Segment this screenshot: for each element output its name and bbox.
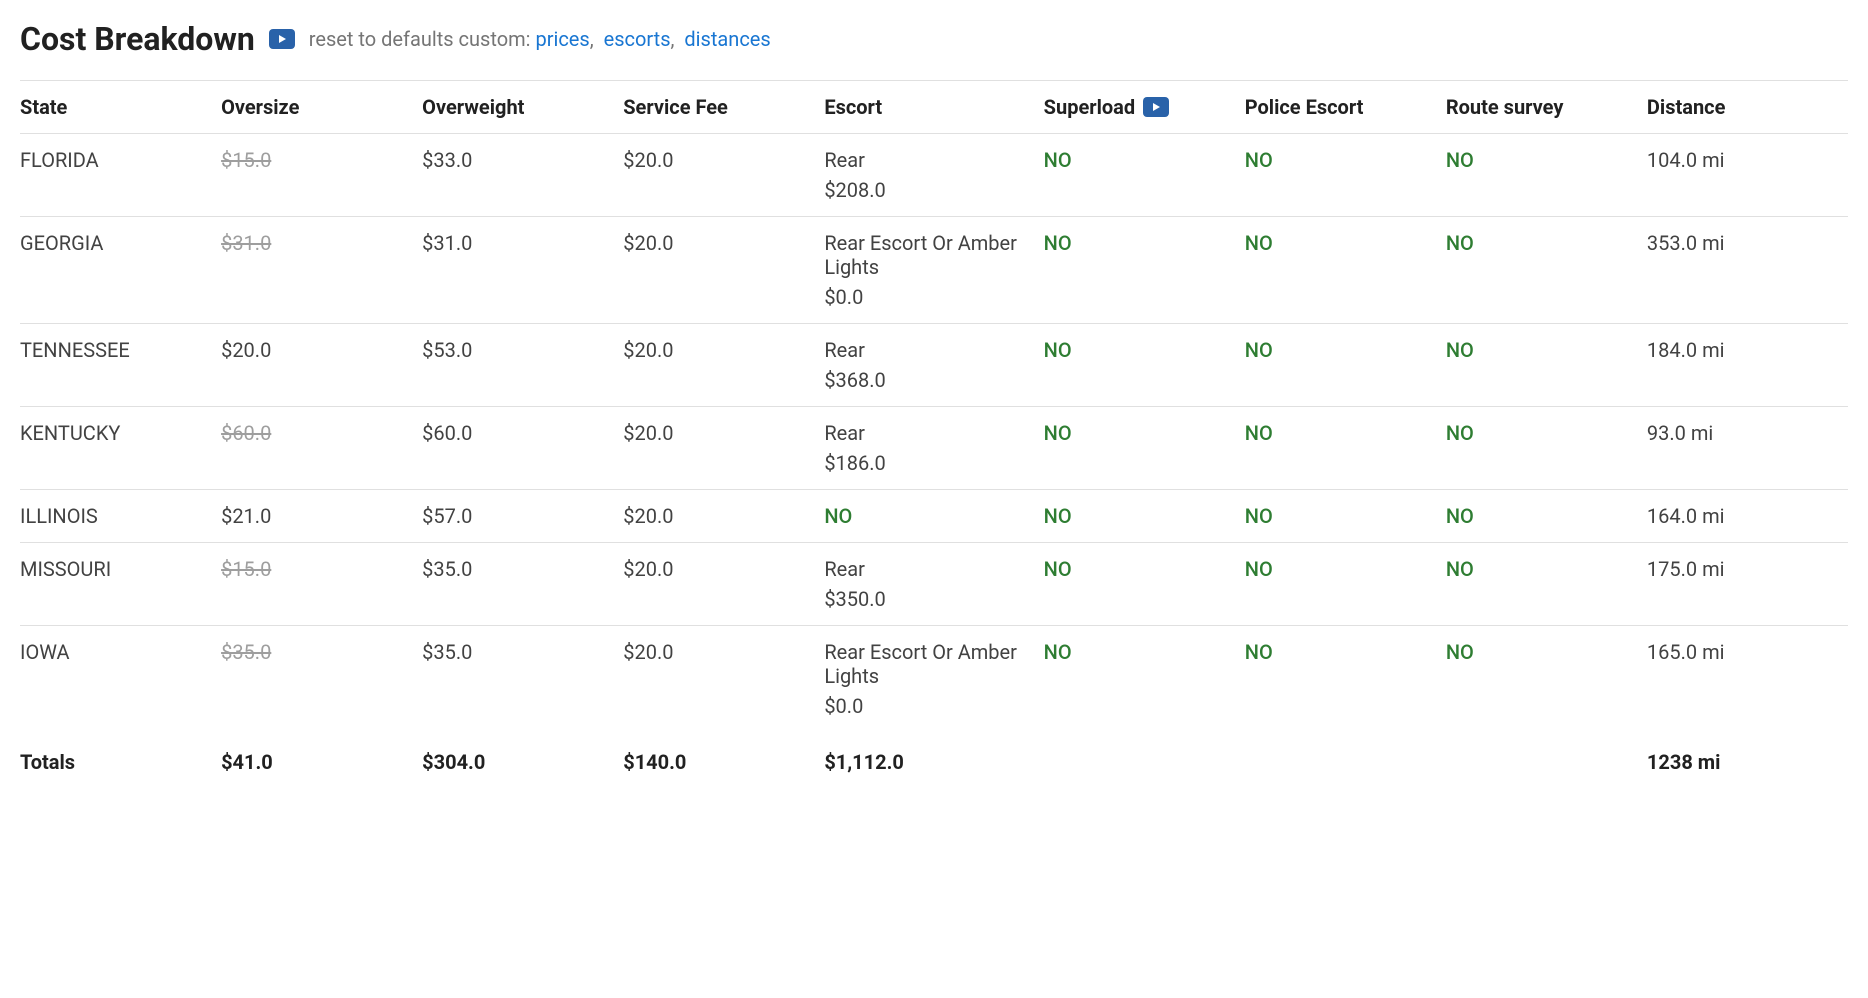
cell-superload: NO [1044,324,1245,407]
link-escorts[interactable]: escorts [604,27,671,51]
col-police-escort: Police Escort [1245,81,1446,134]
page-title: Cost Breakdown [20,20,255,58]
cell-distance: 164.0 mi [1647,490,1848,543]
cell-state: GEORGIA [20,217,221,324]
link-distances[interactable]: distances [684,27,770,51]
cell-superload: NO [1044,217,1245,324]
cell-police-escort: NO [1245,490,1446,543]
table-row: MISSOURI$15.0$35.0$20.0Rear$350.0NONONO1… [20,543,1848,626]
cell-state: TENNESSEE [20,324,221,407]
cell-distance: 93.0 mi [1647,407,1848,490]
cell-service-fee: $20.0 [623,626,824,733]
cell-overweight: $60.0 [422,407,623,490]
cell-oversize: $60.0 [221,407,422,490]
cell-service-fee: $20.0 [623,324,824,407]
cell-overweight: $31.0 [422,217,623,324]
cell-state: FLORIDA [20,134,221,217]
totals-overweight: $304.0 [422,732,623,784]
col-state: State [20,81,221,134]
col-superload: Superload [1044,81,1245,134]
cell-state: ILLINOIS [20,490,221,543]
cell-police-escort: NO [1245,407,1446,490]
table-row: IOWA$35.0$35.0$20.0Rear Escort Or Amber … [20,626,1848,733]
cell-escort: Rear$350.0 [824,543,1043,626]
cell-route-survey: NO [1446,217,1647,324]
cell-escort: Rear$208.0 [824,134,1043,217]
cell-route-survey: NO [1446,324,1647,407]
cell-police-escort: NO [1245,134,1446,217]
cell-oversize: $31.0 [221,217,422,324]
cell-superload: NO [1044,134,1245,217]
cell-route-survey: NO [1446,490,1647,543]
link-prices[interactable]: prices [535,27,589,51]
cell-escort: Rear Escort Or Amber Lights$0.0 [824,626,1043,733]
cell-escort: Rear$368.0 [824,324,1043,407]
cell-police-escort: NO [1245,543,1446,626]
play-icon[interactable] [269,29,295,49]
cell-escort: Rear Escort Or Amber Lights$0.0 [824,217,1043,324]
table-row: GEORGIA$31.0$31.0$20.0Rear Escort Or Amb… [20,217,1848,324]
cell-overweight: $33.0 [422,134,623,217]
cell-police-escort: NO [1245,217,1446,324]
cell-superload: NO [1044,626,1245,733]
cell-overweight: $35.0 [422,626,623,733]
table-row: TENNESSEE$20.0$53.0$20.0Rear$368.0NONONO… [20,324,1848,407]
table-row: ILLINOIS$21.0$57.0$20.0NONONONO164.0 mi [20,490,1848,543]
col-service-fee: Service Fee [623,81,824,134]
cell-service-fee: $20.0 [623,490,824,543]
cell-distance: 104.0 mi [1647,134,1848,217]
cell-police-escort: NO [1245,324,1446,407]
cell-distance: 165.0 mi [1647,626,1848,733]
col-escort: Escort [824,81,1043,134]
reset-prefix: reset to defaults custom: [309,27,531,51]
cell-superload: NO [1044,490,1245,543]
cell-superload: NO [1044,543,1245,626]
cell-oversize: $35.0 [221,626,422,733]
cell-service-fee: $20.0 [623,217,824,324]
cell-state: KENTUCKY [20,407,221,490]
table-row: FLORIDA$15.0$33.0$20.0Rear$208.0NONONO10… [20,134,1848,217]
cell-distance: 175.0 mi [1647,543,1848,626]
play-icon[interactable] [1143,97,1169,117]
cell-oversize: $20.0 [221,324,422,407]
cell-service-fee: $20.0 [623,134,824,217]
col-distance: Distance [1647,81,1848,134]
cell-state: IOWA [20,626,221,733]
cell-state: MISSOURI [20,543,221,626]
col-overweight: Overweight [422,81,623,134]
cell-route-survey: NO [1446,543,1647,626]
cell-overweight: $57.0 [422,490,623,543]
totals-oversize: $41.0 [221,732,422,784]
totals-service-fee: $140.0 [623,732,824,784]
cell-route-survey: NO [1446,134,1647,217]
cell-route-survey: NO [1446,407,1647,490]
cell-oversize: $15.0 [221,543,422,626]
cell-escort: NO [824,490,1043,543]
col-superload-label: Superload [1044,95,1135,119]
totals-row: Totals $41.0 $304.0 $140.0 $1,112.0 1238… [20,732,1848,784]
cell-oversize: $15.0 [221,134,422,217]
table-row: KENTUCKY$60.0$60.0$20.0Rear$186.0NONONO9… [20,407,1848,490]
cost-breakdown-table: State Oversize Overweight Service Fee Es… [20,80,1848,784]
totals-distance: 1238 mi [1647,732,1848,784]
totals-escort: $1,112.0 [824,732,1043,784]
reset-line: reset to defaults custom: prices, escort… [309,27,771,51]
cell-escort: Rear$186.0 [824,407,1043,490]
cell-overweight: $35.0 [422,543,623,626]
cell-oversize: $21.0 [221,490,422,543]
cell-route-survey: NO [1446,626,1647,733]
table-header-row: State Oversize Overweight Service Fee Es… [20,81,1848,134]
cell-superload: NO [1044,407,1245,490]
totals-label: Totals [20,732,221,784]
cell-service-fee: $20.0 [623,543,824,626]
col-route-survey: Route survey [1446,81,1647,134]
cell-distance: 353.0 mi [1647,217,1848,324]
cell-distance: 184.0 mi [1647,324,1848,407]
col-oversize: Oversize [221,81,422,134]
cell-overweight: $53.0 [422,324,623,407]
header: Cost Breakdown reset to defaults custom:… [20,20,1848,58]
cell-police-escort: NO [1245,626,1446,733]
cell-service-fee: $20.0 [623,407,824,490]
